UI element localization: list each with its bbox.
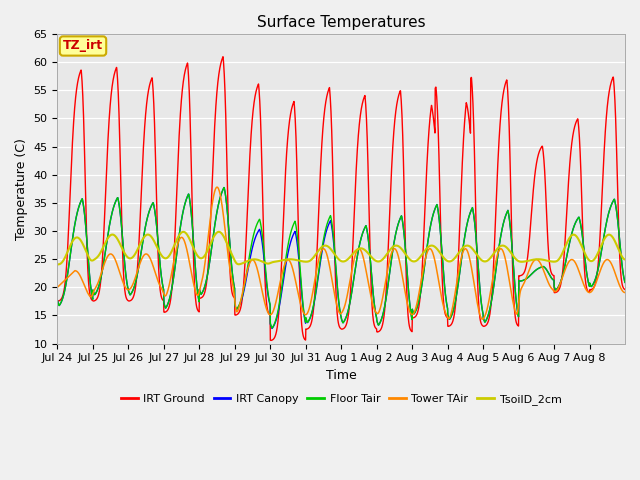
TsoilD_2cm (179, 229, 187, 235)
IRT Ground (219, 54, 227, 60)
IRT Canopy (513, 301, 520, 307)
Tower TAir (513, 311, 520, 317)
Legend: IRT Ground, IRT Canopy, Floor Tair, Tower TAir, TsoilD_2cm: IRT Ground, IRT Canopy, Floor Tair, Towe… (116, 389, 566, 409)
IRT Canopy (376, 320, 383, 326)
TsoilD_2cm (233, 261, 241, 266)
Tower TAir (233, 309, 241, 314)
Line: Floor Tair: Floor Tair (58, 188, 625, 328)
Title: Surface Temperatures: Surface Temperatures (257, 15, 426, 30)
Tower TAir (621, 290, 629, 296)
Floor Tair (268, 325, 276, 331)
IRT Canopy (268, 325, 276, 331)
Tower TAir (54, 285, 61, 290)
IRT Canopy (545, 270, 552, 276)
Text: TZ_irt: TZ_irt (63, 39, 103, 52)
Tower TAir (479, 316, 486, 322)
IRT Canopy (614, 215, 621, 220)
Tower TAir (213, 184, 221, 190)
IRT Ground (545, 251, 552, 256)
TsoilD_2cm (513, 257, 520, 263)
TsoilD_2cm (376, 258, 383, 264)
Floor Tair (220, 185, 228, 191)
Line: IRT Ground: IRT Ground (58, 57, 625, 340)
TsoilD_2cm (110, 232, 118, 238)
X-axis label: Time: Time (326, 369, 356, 382)
IRT Ground (233, 312, 241, 318)
IRT Canopy (110, 203, 118, 208)
IRT Canopy (54, 298, 61, 303)
IRT Ground (54, 298, 61, 304)
Floor Tair (621, 279, 629, 285)
IRT Ground (110, 72, 118, 78)
TsoilD_2cm (54, 262, 61, 267)
IRT Ground (268, 337, 275, 343)
Floor Tair (545, 270, 552, 276)
Floor Tair (513, 301, 520, 307)
Tower TAir (614, 277, 621, 283)
Floor Tair (110, 203, 118, 208)
Tower TAir (376, 308, 383, 313)
IRT Ground (621, 287, 629, 292)
IRT Ground (513, 320, 520, 326)
IRT Canopy (621, 279, 629, 285)
Line: IRT Canopy: IRT Canopy (58, 188, 625, 328)
Tower TAir (110, 254, 118, 260)
Floor Tair (376, 320, 383, 326)
Floor Tair (614, 215, 621, 220)
TsoilD_2cm (545, 258, 552, 264)
Tower TAir (545, 280, 552, 286)
IRT Canopy (220, 185, 228, 191)
Floor Tair (54, 298, 61, 303)
TsoilD_2cm (613, 243, 621, 249)
Line: TsoilD_2cm: TsoilD_2cm (58, 232, 625, 264)
IRT Canopy (233, 306, 241, 312)
Line: Tower TAir: Tower TAir (58, 187, 625, 319)
TsoilD_2cm (621, 257, 629, 263)
Y-axis label: Temperature (C): Temperature (C) (15, 138, 28, 240)
Floor Tair (233, 306, 241, 312)
IRT Ground (376, 328, 383, 334)
IRT Ground (614, 177, 621, 183)
